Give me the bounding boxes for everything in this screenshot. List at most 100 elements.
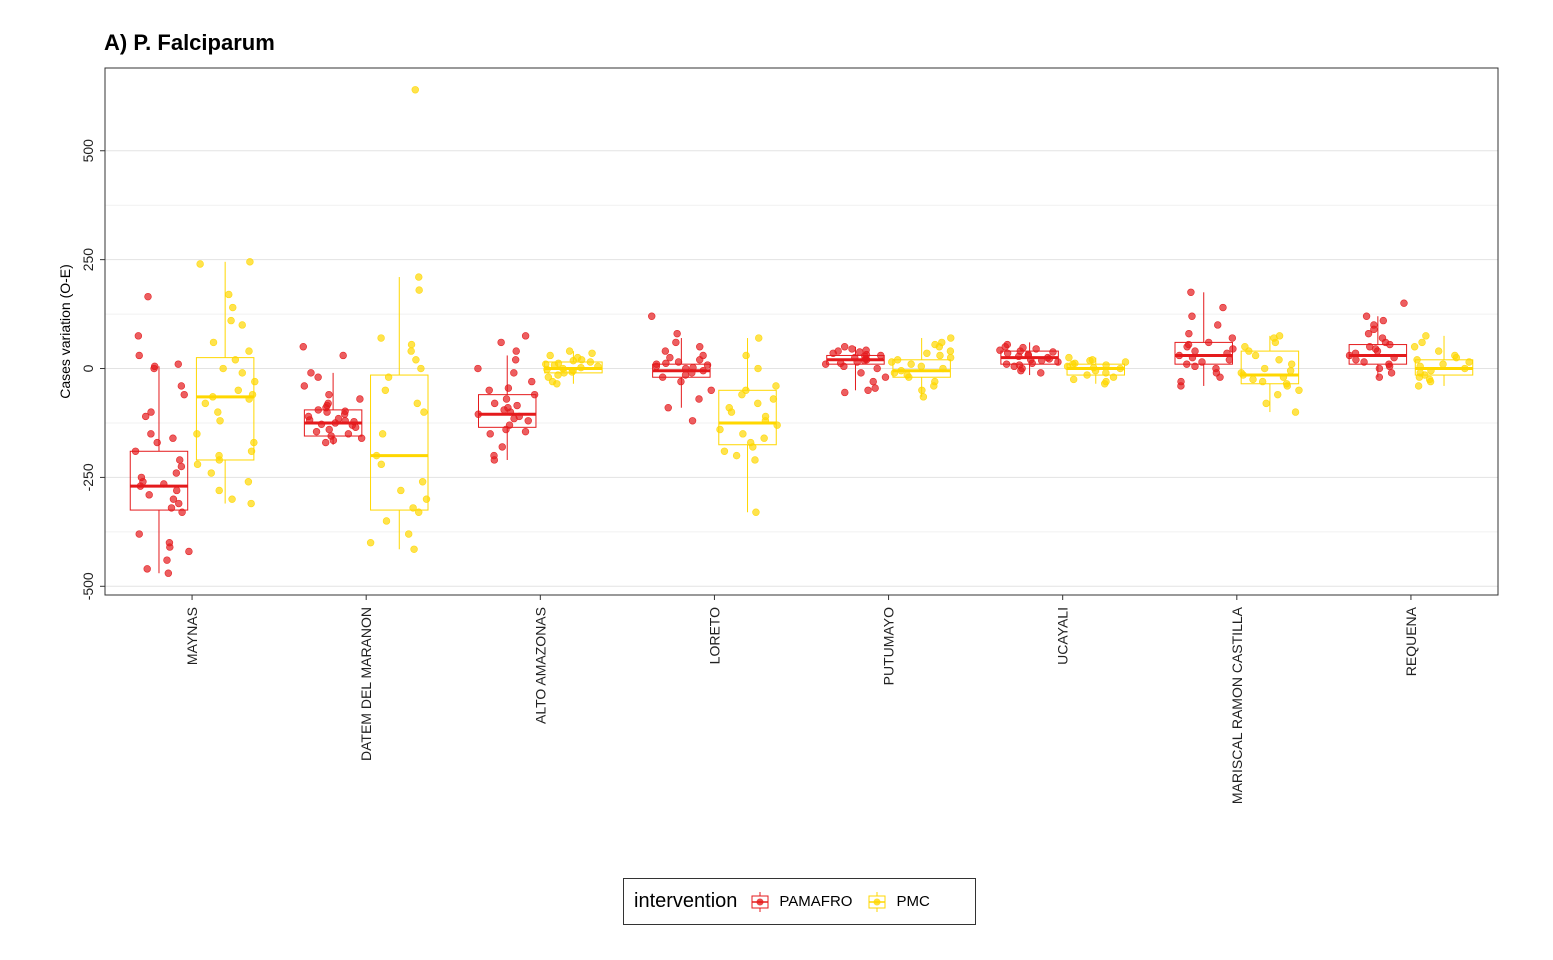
data-point <box>145 491 153 499</box>
data-point <box>209 393 217 401</box>
data-point <box>1183 360 1191 368</box>
data-point <box>674 358 683 366</box>
data-point <box>907 360 915 368</box>
data-point <box>409 504 417 512</box>
data-point <box>1375 373 1384 381</box>
data-point <box>1241 343 1249 351</box>
data-point <box>512 347 520 355</box>
data-point <box>769 395 778 403</box>
data-point <box>1282 380 1291 388</box>
data-point <box>227 316 235 325</box>
data-point <box>193 460 202 469</box>
data-point <box>1038 356 1046 365</box>
data-point <box>178 508 186 516</box>
data-point <box>1044 353 1052 362</box>
data-point <box>524 417 532 425</box>
x-tick-label: ALTO AMAZONAS <box>532 607 548 724</box>
data-point <box>169 434 177 442</box>
data-point <box>1291 408 1300 416</box>
data-point <box>1360 358 1368 366</box>
legend-key-point <box>756 898 764 905</box>
data-point <box>1032 345 1040 353</box>
data-point <box>422 495 431 503</box>
data-point <box>1204 338 1213 347</box>
data-point <box>881 373 890 381</box>
data-point <box>1069 375 1078 384</box>
data-point <box>174 360 182 368</box>
data-point <box>384 373 393 381</box>
data-point <box>1352 356 1360 364</box>
data-point <box>251 377 259 386</box>
y-tick-label: 500 <box>80 139 96 163</box>
data-point <box>946 353 955 362</box>
data-point <box>919 393 928 401</box>
legend-label-pamafro: PAMAFRO <box>779 893 853 910</box>
y-axis: -500 -250 0 250 500 <box>80 139 105 600</box>
data-point <box>703 361 712 369</box>
series-layer <box>129 86 1474 577</box>
data-point <box>245 347 253 355</box>
data-point <box>1279 373 1288 381</box>
data-point <box>135 530 143 538</box>
data-point <box>415 286 423 294</box>
data-point <box>378 430 387 438</box>
data-point <box>300 382 309 390</box>
data-point <box>143 565 151 573</box>
data-point <box>131 447 140 455</box>
data-point <box>1109 373 1118 381</box>
data-point <box>1237 369 1245 377</box>
data-point <box>672 338 680 347</box>
data-point <box>341 417 349 425</box>
data-point <box>334 414 343 423</box>
data-point <box>917 362 926 371</box>
data-point <box>1188 353 1197 362</box>
data-point <box>1434 347 1443 355</box>
y-tick-label: 0 <box>80 364 96 372</box>
data-point <box>1003 349 1012 357</box>
data-point <box>229 303 237 312</box>
data-point <box>231 356 240 364</box>
data-point <box>544 373 553 381</box>
data-point <box>528 377 536 386</box>
data-point <box>366 539 375 547</box>
data-point <box>1054 358 1062 366</box>
data-point <box>661 347 670 355</box>
data-point <box>1378 334 1387 342</box>
data-point <box>1228 334 1237 342</box>
box-iqr <box>129 450 189 511</box>
box-pmc <box>370 277 429 550</box>
data-point <box>216 417 224 425</box>
data-point <box>677 377 685 386</box>
data-point <box>1418 338 1426 347</box>
data-point <box>1351 349 1360 357</box>
data-point <box>201 399 210 408</box>
data-point <box>418 478 427 486</box>
data-point <box>707 386 715 394</box>
data-point <box>873 364 881 373</box>
data-point <box>486 430 494 438</box>
box-iqr <box>195 357 255 461</box>
data-point <box>185 547 193 556</box>
data-point <box>397 486 405 495</box>
data-point <box>382 517 391 525</box>
data-point <box>521 427 530 436</box>
data-point <box>573 353 582 362</box>
y-tick-label: -250 <box>80 463 96 491</box>
data-point <box>511 356 520 364</box>
data-point <box>1188 312 1196 320</box>
data-point <box>897 366 905 375</box>
data-point <box>662 359 670 367</box>
data-point <box>325 390 333 399</box>
data-point <box>147 430 155 438</box>
data-point <box>594 362 602 371</box>
box-pmc <box>195 261 255 504</box>
data-point <box>923 349 931 357</box>
data-point <box>1379 316 1388 325</box>
data-point <box>1003 340 1012 349</box>
data-point <box>1461 364 1469 373</box>
data-point <box>864 386 872 394</box>
data-point <box>150 362 159 371</box>
data-point <box>169 495 178 503</box>
data-point <box>1295 386 1303 394</box>
data-point <box>1288 360 1296 368</box>
